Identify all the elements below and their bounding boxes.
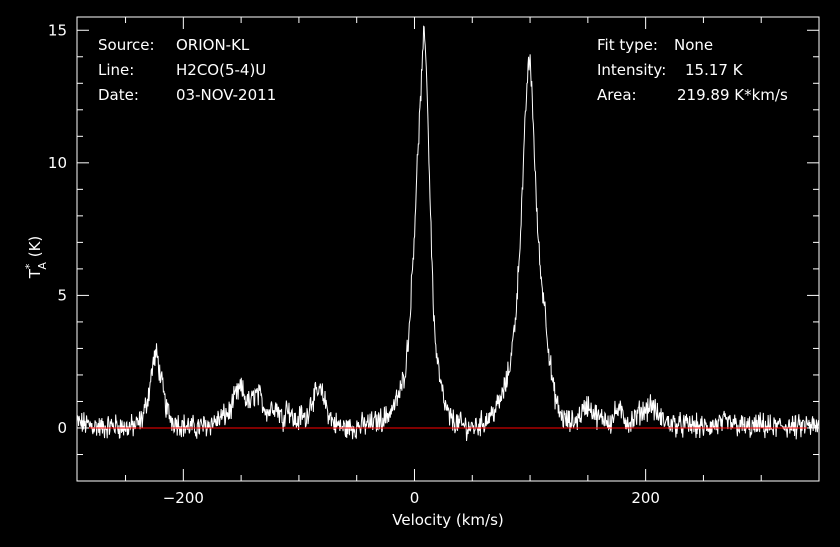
y-axis-label-main: T xyxy=(26,268,44,279)
fit-type-label: Fit type: xyxy=(597,36,658,54)
fit-type-value: None xyxy=(674,36,713,54)
y-axis-label-sub: A xyxy=(36,262,49,270)
x-tick-label: −200 xyxy=(163,489,204,507)
date-label: Date: xyxy=(98,86,139,104)
intensity-label: Intensity: xyxy=(597,61,666,79)
source-label: Source: xyxy=(98,36,155,54)
line-value: H2CO(5-4)U xyxy=(176,61,266,79)
y-tick-label: 10 xyxy=(48,154,67,172)
axis-ticks-group xyxy=(77,17,819,481)
tick-labels-group: −200 0 200 0 5 10 15 xyxy=(48,21,660,507)
spectrum-line-0 xyxy=(76,25,820,442)
x-tick-label: 0 xyxy=(410,489,420,507)
spectrum-trace-group xyxy=(76,25,820,442)
date-value: 03-NOV-2011 xyxy=(176,86,276,104)
y-axis-label-sup: * xyxy=(23,263,36,269)
y-tick-label: 15 xyxy=(48,21,67,39)
plot-frame xyxy=(76,16,820,482)
y-axis-label: T*A (K) xyxy=(23,236,49,280)
header-left: Source: ORION-KL Line: H2CO(5-4)U Date: … xyxy=(98,36,276,104)
header-right: Fit type: None Intensity: 15.17 K Area: … xyxy=(597,36,788,104)
x-axis-label: Velocity (km/s) xyxy=(392,511,503,529)
y-tick-label: 5 xyxy=(57,286,67,304)
source-value: ORION-KL xyxy=(176,36,250,54)
y-tick-label: 0 xyxy=(57,419,67,437)
line-label: Line: xyxy=(98,61,134,79)
y-axis-label-unit: (K) xyxy=(26,236,44,262)
area-label: Area: xyxy=(597,86,637,104)
x-tick-label: 200 xyxy=(631,489,660,507)
intensity-value: 15.17 K xyxy=(685,61,744,79)
area-value: 219.89 K*km/s xyxy=(677,86,788,104)
